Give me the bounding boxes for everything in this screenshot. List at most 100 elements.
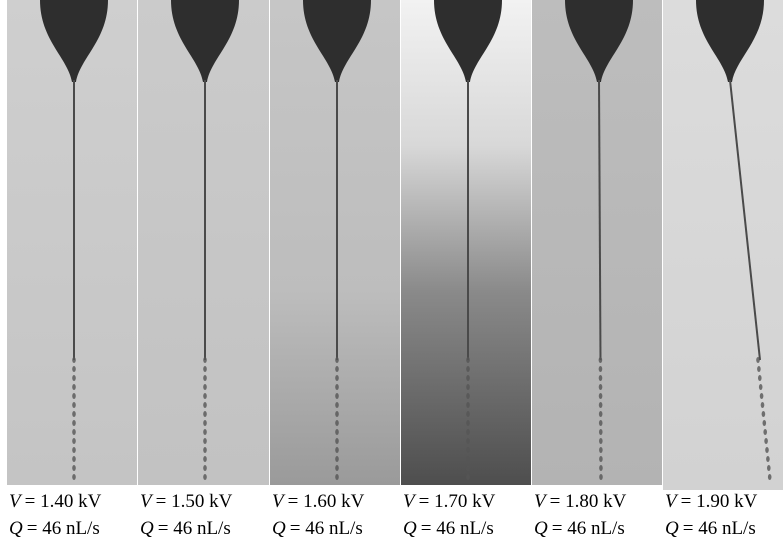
- droplet: [765, 447, 769, 453]
- droplet: [72, 366, 76, 372]
- droplet: [335, 357, 339, 363]
- droplet: [335, 402, 339, 408]
- droplet: [203, 357, 207, 363]
- flow-label: Q= 46 nL/s: [534, 518, 625, 539]
- droplet: [72, 375, 76, 381]
- droplet: [466, 411, 470, 417]
- voltage-value: = 1.80 kV: [550, 491, 627, 512]
- droplet: [203, 438, 207, 444]
- droplet: [466, 447, 470, 453]
- droplet: [72, 438, 76, 444]
- droplet: [72, 402, 76, 408]
- photo-panel: V= 1.80 kV Q= 46 nL/s: [532, 0, 662, 539]
- droplet: [335, 474, 339, 480]
- droplet: [599, 384, 603, 390]
- droplet: [466, 465, 470, 471]
- photo-panel: V= 1.70 kV Q= 46 nL/s: [401, 0, 531, 539]
- voltage-symbol: V: [140, 491, 154, 512]
- droplet: [335, 438, 339, 444]
- voltage-label: V= 1.80 kV: [534, 491, 627, 512]
- droplet: [761, 402, 765, 408]
- flow-symbol: Q: [9, 518, 23, 539]
- voltage-value: = 1.40 kV: [25, 491, 102, 512]
- droplet: [203, 465, 207, 471]
- droplet: [72, 429, 76, 435]
- panels: V= 1.40 kVQ= 46 nL/sV= 1.50 kVQ= 46 nL/s…: [7, 0, 783, 539]
- droplet: [599, 357, 603, 363]
- droplet: [466, 393, 470, 399]
- voltage-label: V= 1.70 kV: [403, 491, 496, 512]
- droplet: [599, 411, 603, 417]
- flow-label: Q= 46 nL/s: [272, 518, 363, 539]
- droplet: [72, 411, 76, 417]
- droplet: [466, 438, 470, 444]
- droplet: [766, 456, 770, 462]
- droplet: [335, 420, 339, 426]
- droplet: [760, 393, 764, 399]
- droplet: [335, 429, 339, 435]
- droplet: [203, 393, 207, 399]
- droplet: [335, 384, 339, 390]
- figure: V= 1.40 kVQ= 46 nL/sV= 1.50 kVQ= 46 nL/s…: [0, 0, 783, 545]
- flow-symbol: Q: [665, 518, 679, 539]
- droplet: [203, 366, 207, 372]
- droplet: [762, 411, 766, 417]
- photo-panel: V= 1.90 kV Q= 46 nL/s: [663, 0, 783, 539]
- droplet: [767, 465, 771, 471]
- droplet: [466, 474, 470, 480]
- droplet: [203, 447, 207, 453]
- droplet: [599, 474, 603, 480]
- droplet: [466, 375, 470, 381]
- droplet: [335, 447, 339, 453]
- droplet: [599, 393, 603, 399]
- droplet: [72, 357, 76, 363]
- flow-label: Q= 46 nL/s: [403, 518, 494, 539]
- droplet: [599, 465, 603, 471]
- droplet: [335, 411, 339, 417]
- droplet: [763, 429, 767, 435]
- droplet: [72, 393, 76, 399]
- flow-label: Q= 46 nL/s: [140, 518, 231, 539]
- voltage-value: = 1.50 kV: [156, 491, 233, 512]
- droplet: [203, 429, 207, 435]
- droplet: [203, 402, 207, 408]
- droplet: [72, 465, 76, 471]
- droplet: [72, 447, 76, 453]
- droplet: [757, 366, 761, 372]
- voltage-symbol: V: [9, 491, 23, 512]
- droplet: [335, 393, 339, 399]
- voltage-value: = 1.70 kV: [419, 491, 496, 512]
- droplet: [203, 474, 207, 480]
- droplet: [335, 456, 339, 462]
- flow-symbol: Q: [272, 518, 286, 539]
- flow-value: = 46 nL/s: [421, 518, 494, 539]
- droplet: [768, 474, 772, 480]
- photo-panel: V= 1.60 kV Q= 46 nL/s: [270, 0, 400, 539]
- voltage-value: = 1.90 kV: [681, 491, 758, 512]
- droplet: [756, 357, 760, 363]
- voltage-symbol: V: [665, 491, 679, 512]
- droplet: [335, 375, 339, 381]
- droplet: [72, 384, 76, 390]
- voltage-value: = 1.60 kV: [288, 491, 365, 512]
- droplet: [72, 420, 76, 426]
- droplet: [203, 375, 207, 381]
- droplet: [466, 384, 470, 390]
- droplet: [203, 384, 207, 390]
- flow-label: Q= 46 nL/s: [665, 518, 756, 539]
- droplet: [599, 429, 603, 435]
- flow-symbol: Q: [140, 518, 154, 539]
- flow-value: = 46 nL/s: [158, 518, 231, 539]
- droplet: [599, 456, 603, 462]
- voltage-symbol: V: [534, 491, 548, 512]
- droplet: [72, 474, 76, 480]
- droplet: [599, 375, 603, 381]
- voltage-symbol: V: [272, 491, 286, 512]
- droplet: [599, 447, 603, 453]
- droplet: [466, 456, 470, 462]
- droplet: [763, 420, 767, 426]
- droplet: [335, 366, 339, 372]
- flow-symbol: Q: [534, 518, 548, 539]
- droplet: [466, 429, 470, 435]
- droplet: [466, 366, 470, 372]
